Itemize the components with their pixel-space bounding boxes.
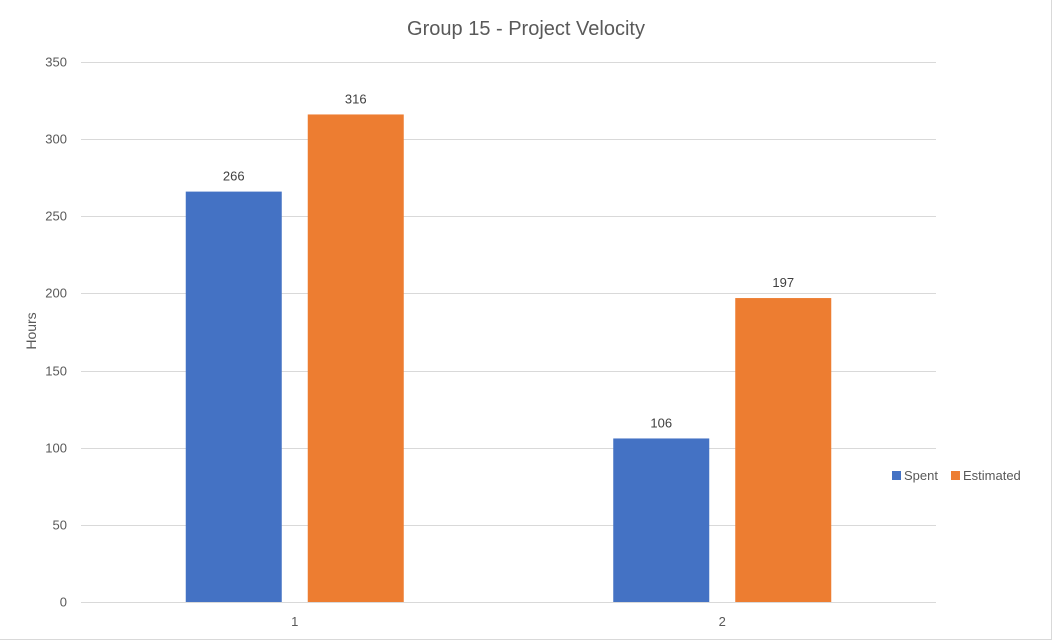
data-label-estimated-2: 197 xyxy=(772,275,794,290)
chart-title: Group 15 - Project Velocity xyxy=(407,18,645,40)
y-tick-label: 150 xyxy=(45,364,67,379)
y-axis-ticks: 0 50 100 150 200 250 300 350 xyxy=(45,55,67,610)
legend-label-spent: Spent xyxy=(904,468,938,483)
bar-spent-1 xyxy=(185,191,282,602)
bar-spent-2 xyxy=(613,438,710,602)
bar-estimated-2 xyxy=(735,298,832,602)
data-label-spent-2: 106 xyxy=(650,415,672,430)
x-tick-label: 1 xyxy=(291,614,298,629)
y-tick-label: 300 xyxy=(45,132,67,147)
y-tick-label: 50 xyxy=(53,518,67,533)
y-tick-label: 250 xyxy=(45,209,67,224)
x-tick-label: 2 xyxy=(719,614,726,629)
y-tick-label: 0 xyxy=(60,595,67,610)
y-tick-label: 100 xyxy=(45,441,67,456)
bars xyxy=(185,114,832,602)
legend-swatch-spent xyxy=(892,471,901,480)
y-axis-title: Hours xyxy=(23,312,39,349)
data-labels: 266 316 106 197 xyxy=(223,91,794,430)
legend-swatch-estimated xyxy=(950,471,960,480)
data-label-spent-1: 266 xyxy=(223,169,245,184)
legend: Spent Estimated xyxy=(892,468,1021,483)
bar-estimated-1 xyxy=(307,114,404,602)
y-tick-label: 350 xyxy=(45,55,67,70)
y-tick-label: 200 xyxy=(45,286,67,301)
data-label-estimated-1: 316 xyxy=(345,91,367,106)
legend-label-estimated: Estimated xyxy=(963,468,1021,483)
